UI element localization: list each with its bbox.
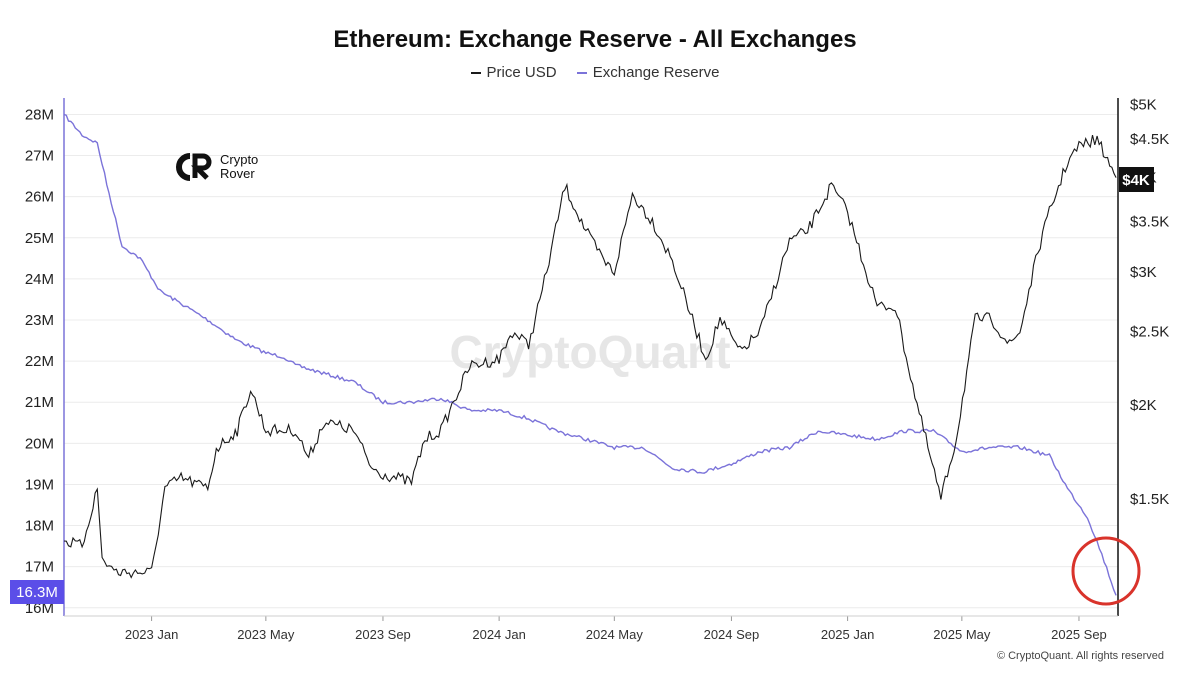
price-current-badge: $4K [1119,167,1154,192]
chart-title: Ethereum: Exchange Reserve - All Exchang… [333,26,857,53]
brand-name: Crypto Rover [220,153,258,181]
left-tick-label: 26M [25,189,54,206]
series-line-price-usd [63,134,1117,579]
left-tick-label: 22M [25,353,54,370]
annotation-circle [1071,536,1141,606]
legend: Price USD Exchange Reserve [0,64,1190,81]
x-tick-label: 2025 Jan [821,627,875,642]
left-tick-label: 19M [25,476,54,493]
x-tick-label: 2025 Sep [1051,627,1107,642]
x-axis-ticks: 2023 Jan 2023 May 2023 Sep 2024 Jan 2024 May… [125,616,1107,642]
left-tick-label: 16M [25,600,54,617]
left-tick-label: 20M [25,435,54,452]
x-tick-label: 2023 May [237,627,295,642]
left-tick-label: 27M [25,148,54,165]
legend-label-reserve: Exchange Reserve [592,64,720,81]
brand-name-line1: Crypto [220,152,259,167]
legend-item-price[interactable]: Price USD [470,64,557,81]
copyright-notice: © CryptoQuant. All rights reserved [996,650,1164,662]
right-tick-label: $1.5K [1130,491,1169,508]
grid [64,113,1118,609]
left-axis-ticks: 16M 17M 18M 19M 20M 21M 22M 23M 24M 25M 26M 27M 28M [25,106,54,616]
reserve-current-badge: 16.3M [10,580,64,604]
watermark: CryptoQuant [449,326,730,378]
right-tick-label: $3.5K [1130,213,1169,230]
reserve-current-label: 16.3M [16,584,58,601]
right-tick-label: $5K [1130,96,1157,113]
right-axis-ticks: $1.5K$2K$2.5K$3K$3.5K$4K$4.5K$5K [1130,96,1169,508]
x-tick-label: 2024 May [586,627,644,642]
x-tick-label: 2024 Jan [472,627,526,642]
series-line-exchange-reserve [63,113,1117,596]
left-tick-label: 28M [25,106,54,123]
x-tick-label: 2024 Sep [704,627,760,642]
x-tick-label: 2023 Jan [125,627,179,642]
legend-label-price: Price USD [486,64,557,81]
crypto-rover-logo-icon [176,153,212,181]
brand-name-line2: Rover [220,166,255,181]
right-tick-label: $3K [1130,264,1157,281]
left-tick-label: 17M [25,559,54,576]
left-tick-label: 23M [25,312,54,329]
right-tick-label: $2K [1130,397,1157,414]
legend-swatch-price [470,72,481,75]
x-tick-label: 2023 Sep [355,627,411,642]
right-tick-label: $2.5K [1130,324,1169,341]
left-tick-label: 18M [25,518,54,535]
legend-item-reserve[interactable]: Exchange Reserve [576,64,720,81]
right-tick-label: $4.5K [1130,131,1169,148]
price-current-label: $4K [1122,172,1150,189]
left-tick-label: 21M [25,394,54,411]
left-tick-label: 25M [25,230,54,247]
brand-logo: Crypto Rover [174,150,258,184]
left-tick-label: 24M [25,271,54,288]
legend-swatch-reserve [576,72,587,75]
x-tick-label: 2025 May [933,627,991,642]
